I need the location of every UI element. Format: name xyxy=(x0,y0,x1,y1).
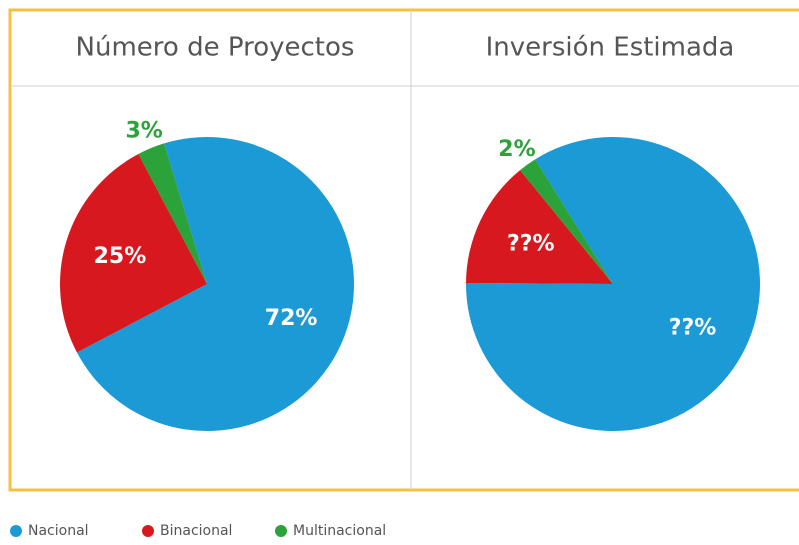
pie-slice xyxy=(520,159,613,284)
legend-swatch xyxy=(10,525,22,537)
pie-slice xyxy=(76,137,354,431)
legend-label: Binacional xyxy=(160,523,232,539)
pie-slice xyxy=(60,153,208,353)
legend-swatch xyxy=(275,525,287,537)
chart-title: Número de Proyectos xyxy=(76,33,355,63)
data-label: 2% xyxy=(498,137,535,162)
data-label: 25% xyxy=(94,244,147,269)
legend-label: Multinacional xyxy=(293,523,386,539)
data-label: ??% xyxy=(669,315,717,340)
frame xyxy=(8,8,799,492)
legend-swatch xyxy=(142,525,154,537)
chart-title: Inversión Estimada xyxy=(486,33,735,63)
data-label: 72% xyxy=(265,306,318,331)
pie-slice xyxy=(138,143,207,284)
data-label: 3% xyxy=(125,118,162,143)
data-label: ??% xyxy=(507,232,555,257)
legend-label: Nacional xyxy=(28,523,89,539)
pie-slice xyxy=(466,170,613,284)
